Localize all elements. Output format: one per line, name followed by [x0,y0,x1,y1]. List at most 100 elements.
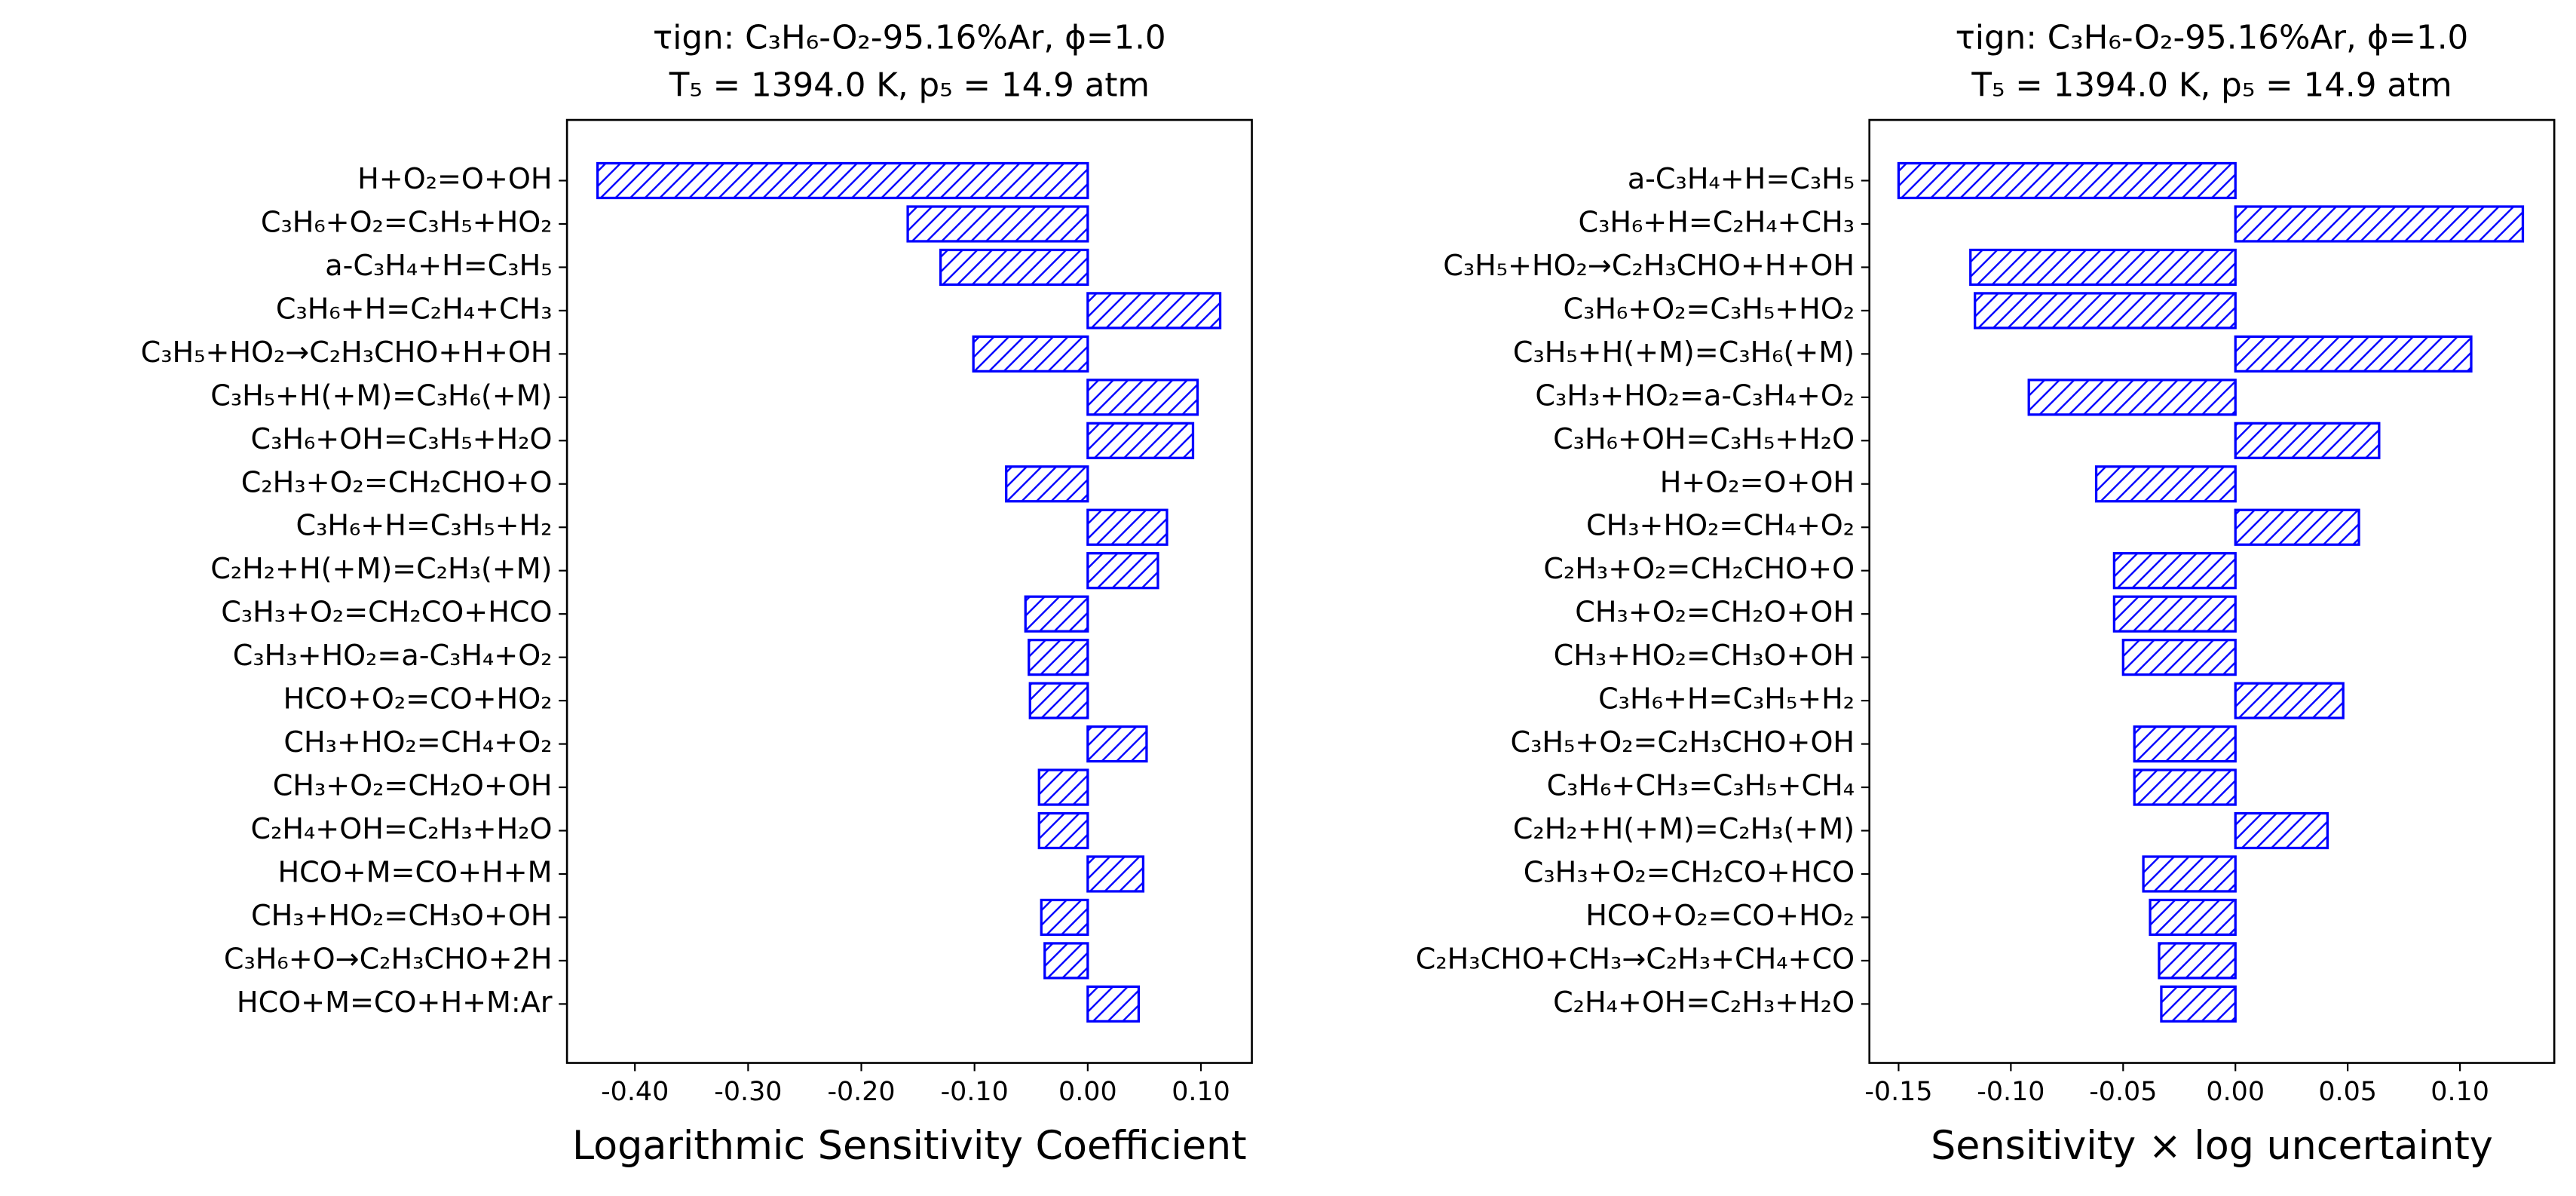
y-tick-label: C₃H₆+H=C₂H₄+CH₃ [276,292,553,325]
y-tick-label: H+O₂=O+OH [1660,465,1855,498]
x-axis-label: Sensitivity × log uncertainty [1931,1123,2493,1169]
bar [1040,898,1089,937]
bar [2234,335,2473,373]
bar [1086,552,1159,590]
y-tick-label: C₂H₃+O₂=CH₂CHO+O [1543,552,1855,585]
y-tick-label: C₂H₂+H(+M)=C₂H₃(+M) [210,552,552,585]
x-tick-label: -0.20 [827,1077,895,1107]
y-tick-label: HCO+O₂=CO+HO₂ [1585,899,1855,932]
bar [2234,205,2525,243]
y-tick-label: C₃H₆+O₂=C₃H₅+HO₂ [1563,292,1855,325]
y-tick-label: C₃H₆+OH=C₃H₅+H₂O [250,422,552,455]
chart-title: T₅ = 1394.0 K, p₅ = 14.9 atm [1971,66,2452,104]
y-tick-label: a-C₃H₄+H=C₃H₅ [1628,162,1855,195]
y-tick-label: CH₃+HO₂=CH₄+O₂ [1586,509,1855,542]
y-tick-label: CH₃+HO₂=CH₄+O₂ [283,725,552,759]
x-tick-label: 0.10 [1172,1077,1230,1107]
bar [2160,985,2237,1023]
y-tick-label: CH₃+O₂=CH₂O+OH [273,769,553,802]
bar [2133,725,2237,763]
y-tick-label: CH₃+O₂=CH₂O+OH [1575,596,1855,629]
y-tick-label: C₃H₆+O→C₂H₃CHO+2H [224,942,553,975]
y-tick-label: C₃H₅+H(+M)=C₃H₆(+M) [210,379,552,412]
bar [1086,292,1222,330]
chart-title: τign: C₃H₆-O₂-95.16%Ar, ϕ=1.0 [653,19,1166,57]
y-tick-label: C₂H₃+O₂=CH₂CHO+O [241,465,553,498]
x-tick-label: -0.10 [1977,1077,2045,1107]
y-tick-label: a-C₃H₄+H=C₃H₅ [325,249,552,282]
y-tick-label: C₃H₃+HO₂=a-C₃H₄+O₂ [1535,379,1855,412]
y-tick-label: C₃H₅+H(+M)=C₃H₆(+M) [1513,336,1855,369]
bar [2027,379,2237,416]
bar [2133,768,2237,806]
bar [2094,465,2237,503]
y-tick-label: C₂H₄+OH=C₂H₃+H₂O [1553,986,1855,1019]
bar [1028,682,1089,719]
x-tick-label: 0.05 [2318,1077,2377,1107]
bar [2234,682,2345,719]
y-tick-label: C₂H₄+OH=C₂H₃+H₂O [250,812,552,845]
chart-title: τign: C₃H₆-O₂-95.16%Ar, ϕ=1.0 [1956,19,2469,57]
bar [1037,768,1089,806]
bar [2234,422,2381,459]
bar [1969,248,2237,287]
y-tick-label: C₃H₆+O₂=C₃H₅+HO₂ [261,205,553,238]
y-tick-label: C₂H₂+H(+M)=C₂H₃(+M) [1513,812,1855,845]
bar [1897,161,2237,200]
x-tick-label: 0.10 [2431,1077,2489,1107]
x-tick-label: -0.10 [941,1077,1009,1107]
y-tick-label: C₃H₃+HO₂=a-C₃H₄+O₂ [233,639,553,672]
y-tick-label: CH₃+HO₂=CH₃O+OH [1554,639,1855,672]
y-tick-label: C₂H₃CHO+CH₃→C₂H₃+CH₄+CO [1416,942,1855,975]
y-tick-label: H+O₂=O+OH [357,162,552,195]
bar [1086,985,1141,1023]
bar [1086,379,1199,416]
x-axis-label: Logarithmic Sensitivity Coefficient [572,1123,1247,1169]
bar [2112,552,2237,590]
bar [596,161,1089,200]
x-tick-label: 0.00 [1058,1077,1117,1107]
y-tick-label: C₃H₆+CH₃=C₃H₅+CH₄ [1547,769,1855,802]
x-tick-label: -0.40 [601,1077,669,1107]
bar [2121,639,2237,676]
bar [1024,595,1089,633]
y-tick-label: C₃H₆+OH=C₃H₅+H₂O [1553,422,1855,455]
chart-title: T₅ = 1394.0 K, p₅ = 14.9 atm [669,66,1150,104]
bar [1974,292,2237,330]
bar [906,205,1089,243]
y-tick-label: C₃H₅+O₂=C₂H₃CHO+OH [1510,725,1855,759]
plot-frame [565,118,1253,1064]
x-tick-label: 0.00 [2206,1077,2265,1107]
bar [2234,811,2329,850]
bar [1005,465,1089,503]
bar [2112,595,2237,633]
bar [939,248,1089,287]
y-tick-label: C₃H₆+H=C₃H₅+H₂ [296,509,552,542]
bar [2234,508,2360,546]
bar [1037,811,1089,850]
y-tick-label: C₃H₆+H=C₂H₄+CH₃ [1578,205,1855,238]
bar [2149,898,2237,937]
bar [1086,422,1195,459]
y-tick-label: HCO+O₂=CO+HO₂ [283,682,553,716]
y-tick-label: CH₃+HO₂=CH₃O+OH [251,899,552,932]
bar [1043,942,1089,980]
bar [1028,639,1089,676]
bar [1086,508,1169,546]
y-tick-label: HCO+M=CO+H+M [277,855,552,888]
y-tick-label: C₃H₆+H=C₃H₅+H₂ [1598,682,1855,716]
bar [972,335,1089,373]
y-tick-label: C₃H₅+HO₂→C₂H₃CHO+H+OH [1443,249,1855,282]
bar [2158,942,2237,980]
x-tick-label: -0.30 [714,1077,782,1107]
bar [1086,725,1148,763]
plot-frame [1868,118,2556,1064]
y-tick-label: HCO+M=CO+H+M:Ar [237,986,553,1019]
x-tick-label: -0.15 [1864,1077,1932,1107]
x-tick-label: -0.05 [2089,1077,2157,1107]
bar [1086,855,1145,893]
y-tick-label: C₃H₅+HO₂→C₂H₃CHO+H+OH [141,336,553,369]
y-tick-label: C₃H₃+O₂=CH₂CO+HCO [221,596,552,629]
y-tick-label: C₃H₃+O₂=CH₂CO+HCO [1524,855,1855,888]
